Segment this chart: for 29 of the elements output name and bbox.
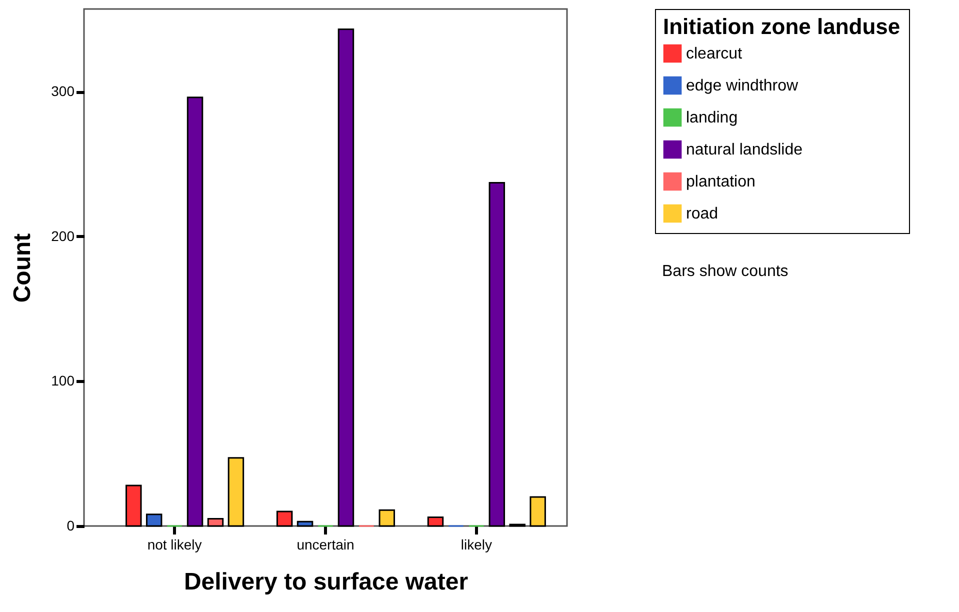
bar xyxy=(427,516,444,527)
bar xyxy=(207,518,224,527)
x-tick-label: not likely xyxy=(147,536,202,552)
bar xyxy=(146,514,162,527)
legend-label: edge windthrow xyxy=(686,78,799,94)
x-tick-label: uncertain xyxy=(296,536,354,552)
legend-title: Initiation zone landuse xyxy=(663,14,900,39)
legend-label: natural landslide xyxy=(686,142,803,158)
x-tick-label: likely xyxy=(460,536,492,552)
bar xyxy=(338,28,354,527)
text: Bars show counts xyxy=(662,263,788,280)
y-tick-label: 300 xyxy=(51,83,75,100)
bar xyxy=(228,457,244,527)
bar xyxy=(378,509,396,527)
bar xyxy=(488,182,506,527)
y-tick-label: 0 xyxy=(66,518,75,534)
bar xyxy=(126,484,142,527)
bar xyxy=(276,510,293,527)
y-tick-label: 100 xyxy=(51,372,75,389)
y-tick-label: 200 xyxy=(51,228,75,244)
legend-label: landing xyxy=(686,110,738,126)
legend-label: plantation xyxy=(686,174,756,190)
legend-label: road xyxy=(686,206,718,222)
x-axis-title: Delivery to surface water xyxy=(184,568,468,596)
bar xyxy=(530,496,546,527)
bar xyxy=(186,96,204,527)
y-axis-title: Count xyxy=(9,233,36,303)
legend-label: clearcut xyxy=(686,46,743,62)
bar xyxy=(296,520,314,527)
